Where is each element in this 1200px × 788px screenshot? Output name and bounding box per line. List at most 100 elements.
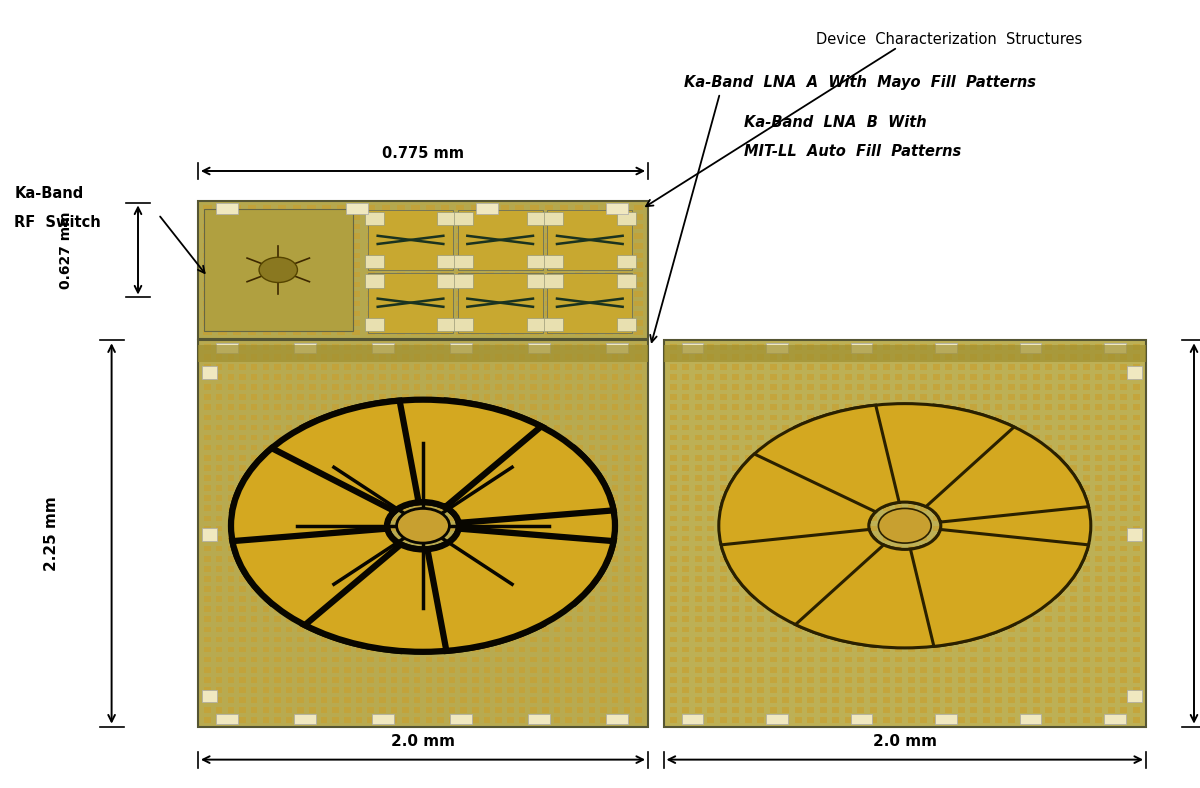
Bar xyxy=(1008,647,1015,652)
Bar xyxy=(310,515,316,521)
Bar xyxy=(695,385,702,390)
Bar xyxy=(895,505,902,511)
Bar xyxy=(1045,687,1052,693)
Bar xyxy=(1082,667,1090,672)
Bar xyxy=(895,708,902,713)
Bar xyxy=(732,344,739,350)
Bar xyxy=(588,667,595,672)
Bar xyxy=(1121,566,1127,571)
Bar xyxy=(820,536,827,541)
Bar xyxy=(527,318,546,331)
Bar xyxy=(720,475,727,481)
Bar xyxy=(233,281,241,287)
Bar xyxy=(239,475,246,481)
Bar xyxy=(605,281,613,287)
Bar xyxy=(670,697,677,703)
Bar xyxy=(895,576,902,582)
Bar xyxy=(530,320,539,325)
Bar xyxy=(1033,435,1039,440)
Bar xyxy=(907,637,914,642)
Bar xyxy=(624,626,630,632)
Bar xyxy=(612,515,618,521)
Bar xyxy=(516,330,523,335)
Bar xyxy=(683,404,689,410)
Bar xyxy=(344,485,350,491)
Bar xyxy=(382,272,390,277)
Bar xyxy=(670,496,677,501)
Text: 0.775 mm: 0.775 mm xyxy=(382,146,464,161)
Bar xyxy=(298,425,304,430)
Bar xyxy=(612,626,618,632)
Bar xyxy=(1008,395,1015,400)
Bar xyxy=(412,330,420,335)
Bar xyxy=(437,607,444,612)
Bar xyxy=(612,597,618,602)
Bar xyxy=(575,205,583,210)
Bar xyxy=(732,526,739,531)
Bar xyxy=(553,597,560,602)
Bar xyxy=(1045,626,1052,632)
Bar xyxy=(530,667,536,672)
Bar xyxy=(920,364,928,370)
Bar xyxy=(426,243,434,248)
Bar xyxy=(1057,344,1064,350)
Bar xyxy=(352,292,360,297)
Bar xyxy=(307,330,316,335)
Bar xyxy=(379,374,385,380)
Bar xyxy=(995,395,1002,400)
Bar xyxy=(344,475,350,481)
Bar xyxy=(895,485,902,491)
Bar xyxy=(624,425,630,430)
Bar xyxy=(720,374,727,380)
Bar xyxy=(320,475,328,481)
Bar xyxy=(1133,616,1140,622)
Bar xyxy=(337,262,346,268)
Bar xyxy=(310,586,316,592)
Bar xyxy=(456,281,464,287)
Bar xyxy=(544,274,563,288)
Bar xyxy=(553,546,560,552)
Bar xyxy=(414,374,420,380)
Bar xyxy=(565,717,571,723)
Bar xyxy=(895,425,902,430)
Bar xyxy=(1008,667,1015,672)
Bar xyxy=(332,607,338,612)
Bar xyxy=(995,435,1002,440)
Bar xyxy=(683,566,689,571)
Bar xyxy=(695,637,702,642)
Bar xyxy=(248,292,257,297)
Bar xyxy=(920,445,928,451)
Bar xyxy=(870,556,877,562)
Bar xyxy=(983,647,990,652)
Bar xyxy=(575,272,583,277)
Bar xyxy=(396,224,404,229)
Bar xyxy=(402,414,409,420)
Bar xyxy=(1108,597,1115,602)
Bar xyxy=(553,485,560,491)
Bar xyxy=(833,425,840,430)
Bar xyxy=(472,354,479,359)
Bar xyxy=(251,697,258,703)
Bar xyxy=(414,546,420,552)
Bar xyxy=(600,404,607,410)
Bar xyxy=(352,310,360,316)
Bar xyxy=(310,637,316,642)
Bar xyxy=(1096,657,1103,663)
Bar xyxy=(396,310,404,316)
Bar xyxy=(820,546,827,552)
Bar xyxy=(426,597,432,602)
Bar xyxy=(332,677,338,682)
Bar xyxy=(263,374,269,380)
Bar xyxy=(707,607,714,612)
Bar xyxy=(263,687,269,693)
Bar xyxy=(600,496,607,501)
Bar xyxy=(565,404,571,410)
Bar xyxy=(946,708,952,713)
Bar xyxy=(379,354,385,359)
Bar xyxy=(757,496,764,501)
Bar xyxy=(560,214,569,220)
Bar xyxy=(907,465,914,470)
Bar xyxy=(449,667,455,672)
Bar xyxy=(442,233,450,239)
Bar xyxy=(346,203,367,214)
